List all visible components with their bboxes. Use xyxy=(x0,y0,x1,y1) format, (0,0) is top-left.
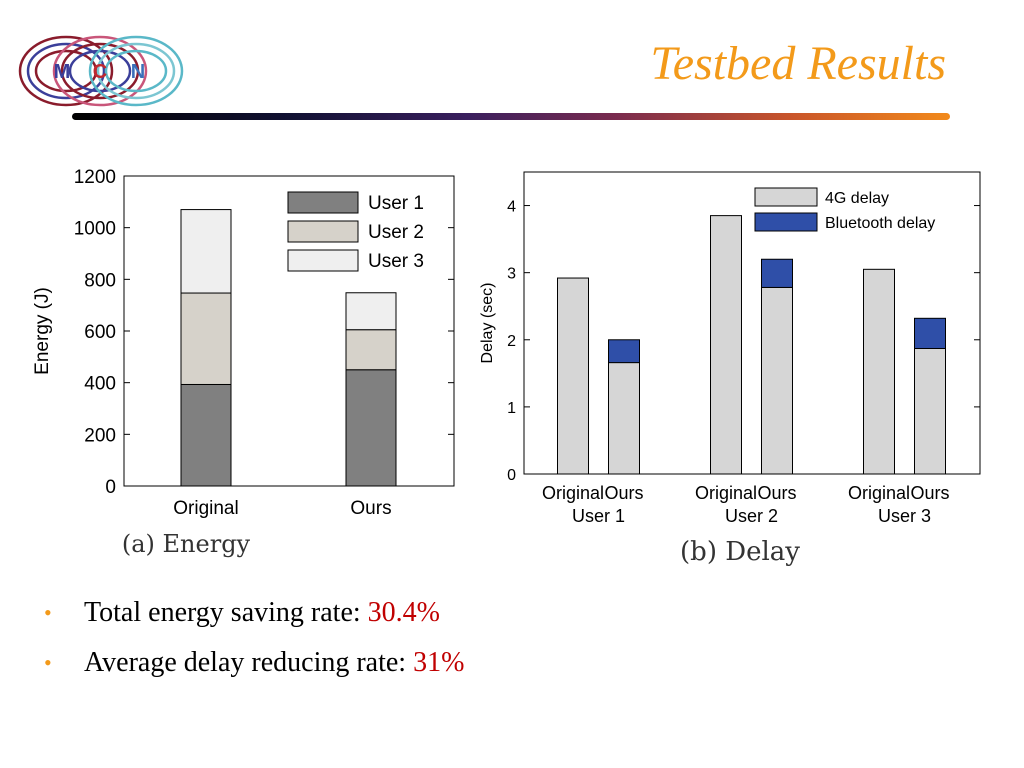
delay-bar-4g-delay xyxy=(914,348,946,475)
legend-swatch xyxy=(287,249,359,272)
legend-label: User 1 xyxy=(368,193,424,214)
delay-bar-bluetooth-delay xyxy=(914,317,946,350)
bullet-list: • Total energy saving rate: 30.4% • Averag… xyxy=(42,588,942,688)
delay-bar-4g-delay xyxy=(557,277,589,475)
x-tick-label: Original xyxy=(173,498,238,519)
bullet-text: Total energy saving rate: xyxy=(84,597,368,628)
bullet-value: 30.4% xyxy=(367,597,440,628)
legend-swatch xyxy=(754,187,818,207)
energy-chart: 0 200 400 600 800 1000 1200 Original Ours Energy … xyxy=(32,168,455,558)
delay-bar-4g-delay xyxy=(608,362,640,475)
y-tick-label: 800 xyxy=(84,270,116,291)
legend-label: Bluetooth delay xyxy=(825,215,935,232)
delay-bar-bluetooth-delay xyxy=(761,258,793,288)
bullet-value: 31% xyxy=(413,647,465,678)
legend-swatch xyxy=(287,220,359,243)
group-label: User 2 xyxy=(725,506,778,526)
chart-caption: (a) Energy xyxy=(122,530,251,558)
bullet-dot-icon: • xyxy=(44,650,52,675)
delay-bar-4g-delay xyxy=(710,215,742,475)
y-tick-label: 200 xyxy=(84,425,116,446)
y-tick-label: 4 xyxy=(507,199,516,216)
energy-bar-user-1 xyxy=(180,383,232,487)
energy-bar-user-3 xyxy=(345,292,397,331)
y-tick-label: 1000 xyxy=(74,219,116,240)
delay-bar-bluetooth-delay xyxy=(608,339,640,364)
x-tick-label: Ours xyxy=(350,498,391,519)
energy-bar-user-1 xyxy=(345,369,397,487)
group-label: User 1 xyxy=(572,506,625,526)
plot-frame xyxy=(523,171,981,475)
x-tick-label: Original xyxy=(695,483,757,503)
x-tick-label: Ours xyxy=(910,483,949,503)
chart-caption: (b) Delay xyxy=(680,537,800,567)
x-tick-label: Ours xyxy=(604,483,643,503)
y-tick-label: 0 xyxy=(507,467,516,484)
logo-letter-m: M xyxy=(54,61,71,83)
delay-bar-4g-delay xyxy=(761,286,793,475)
y-tick-label: 400 xyxy=(84,374,116,395)
logo-letter-c: C xyxy=(93,61,107,83)
y-tick-label: 1 xyxy=(507,400,516,417)
bullet-dot-icon: • xyxy=(44,600,52,625)
legend-label: 4G delay xyxy=(825,190,889,207)
y-tick-label: 2 xyxy=(507,333,516,350)
legend-swatch xyxy=(287,191,359,214)
x-tick-label: Original xyxy=(848,483,910,503)
title-rule xyxy=(72,113,950,120)
mcn-logo: M C N xyxy=(14,28,190,114)
x-tick-label: Original xyxy=(542,483,604,503)
group-label: User 3 xyxy=(878,506,931,526)
y-tick-label: 3 xyxy=(507,266,516,283)
logo-letter-n: N xyxy=(131,61,145,83)
energy-bar-user-3 xyxy=(180,209,232,294)
energy-bar-user-2 xyxy=(180,292,232,385)
y-axis-label: Delay (sec) xyxy=(479,283,496,364)
x-tick-label: Ours xyxy=(757,483,796,503)
bullet-text: Average delay reducing rate: xyxy=(84,647,414,678)
y-tick-label: 600 xyxy=(84,322,116,343)
y-tick-label: 0 xyxy=(105,477,116,498)
legend-label: User 3 xyxy=(368,251,424,272)
legend-swatch xyxy=(754,212,818,232)
bullet-delay-reducing: • Average delay reducing rate: 31% xyxy=(42,638,942,688)
bullet-energy-saving: • Total energy saving rate: 30.4% xyxy=(42,588,942,638)
y-axis-label: Energy (J) xyxy=(32,287,53,375)
delay-bar-4g-delay xyxy=(863,268,895,475)
legend-label: User 2 xyxy=(368,222,424,243)
energy-bar-user-2 xyxy=(345,329,397,371)
y-tick-label: 1200 xyxy=(74,168,116,188)
slide-title: Testbed Results xyxy=(650,37,946,90)
